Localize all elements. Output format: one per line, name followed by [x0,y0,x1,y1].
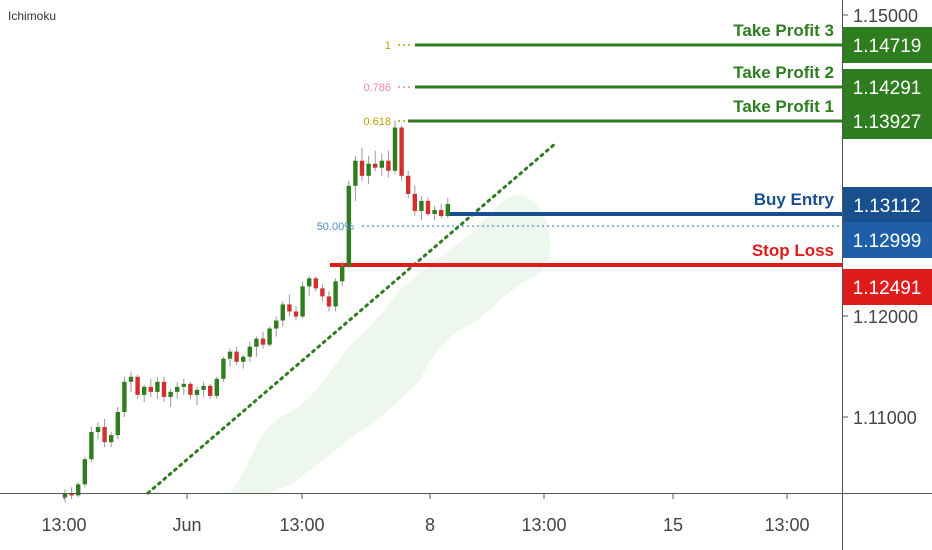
candle-body [82,459,87,485]
candle-body [280,304,285,321]
level-lines [146,43,842,495]
candles [62,120,450,503]
candle-body [95,427,101,433]
candle-body [128,376,134,382]
candle-body [287,304,292,312]
candle-body [142,386,147,395]
fib-level-label: 0.786 [363,82,391,94]
price-tag [843,187,932,223]
candle-body [115,411,120,436]
price-tag [843,103,932,139]
candle-body [122,381,127,412]
candle-body [168,391,173,397]
candle-body [62,493,68,498]
price-tag [843,269,932,305]
time-tick-label: Jun [172,515,201,535]
candle-body [313,278,318,289]
candle-body [293,311,299,317]
level-name-label: Take Profit 2 [733,63,834,82]
candle-body [254,338,259,347]
candle-body [175,386,180,392]
trendline [146,141,558,495]
candle-body [76,484,81,496]
candle-body [419,200,424,211]
time-tick-label: 13:00 [764,515,809,535]
level-labels: 50.00% 1 Take Profit 3 0.786 Take Profit 2 0.… [317,21,932,305]
level-name-label: Buy Entry [754,190,835,209]
candle-body [181,383,186,387]
price-tag-label: 1.12491 [853,278,922,299]
price-tick-label: 1.12000 [853,307,918,327]
price-tick-label: 1.15000 [853,6,918,26]
candle-body [274,320,279,329]
candle-body [148,386,153,392]
candle-body [307,278,312,287]
candle-body [386,160,391,171]
candle-body [234,351,239,362]
candle-body [109,435,114,443]
candle-body [194,389,200,395]
fib-50-label: 50.00% [317,221,355,233]
price-tag [843,222,932,258]
candle-body [392,127,398,171]
candle-body [135,376,140,395]
candle-body [102,427,107,443]
candle-body [333,281,338,307]
candle-body [346,185,351,267]
candle-body [366,163,371,176]
candle-body [445,203,450,216]
price-tag-label: 1.14291 [853,78,922,99]
candle-body [439,209,444,216]
ichimoku-cloud [230,195,551,493]
level-name-label: Stop Loss [752,241,834,260]
candle-body [399,127,404,176]
time-tick-label: 15 [663,515,683,535]
time-tick-label: 13:00 [41,515,86,535]
candle-body [320,288,325,297]
cloud-area [230,195,551,493]
price-tag-label: 1.14719 [853,36,922,57]
candle-body [241,356,246,362]
level-name-label: Take Profit 1 [733,97,834,116]
time-tick-label: 13:00 [279,515,324,535]
candle-body [201,385,206,390]
candle-body [267,328,272,345]
candle-body [208,385,213,396]
candle-body [379,160,384,168]
level-name-label: Take Profit 3 [733,21,834,40]
fib-level-label: 1 [385,40,391,52]
candle-body [69,493,74,496]
candle-body [221,358,226,379]
price-tag-label: 1.12999 [853,231,922,252]
candle-body [188,383,193,395]
candle-body [300,286,305,317]
candle-body [247,346,252,357]
price-tag-label: 1.13112 [853,196,920,217]
candle-body [260,338,266,345]
candle-body [214,378,219,396]
candle-body [353,160,358,186]
candle-body [425,200,431,214]
candle-body [359,160,365,176]
candle-body [340,266,345,282]
price-tick-label: 1.11000 [853,408,917,428]
time-tick-label: 13:00 [521,515,566,535]
candle-body [432,209,437,214]
candle-body [326,296,332,307]
candle-body [155,381,160,392]
price-tag [843,27,932,63]
candle-body [89,432,94,460]
candle-body [161,381,167,397]
time-tick-label: 8 [425,515,435,535]
candle-body [227,351,233,359]
indicator-name: Ichimoku [8,9,57,23]
candle-body [373,163,378,168]
fib-level-label: 0.618 [363,116,391,128]
candle-body [406,175,411,194]
price-tag-label: 1.13927 [853,112,922,133]
candle-body [412,193,417,211]
price-tag [843,69,932,105]
